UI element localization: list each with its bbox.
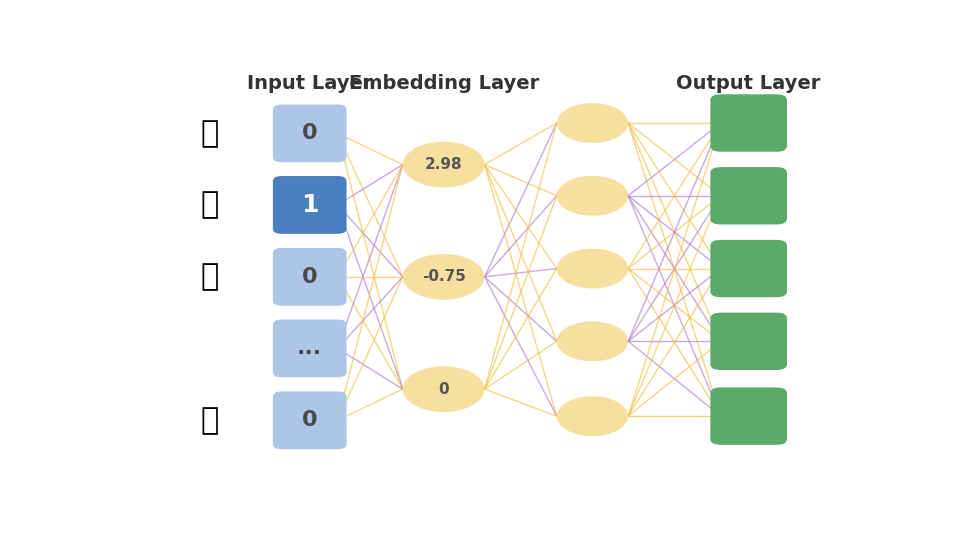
- Circle shape: [557, 248, 628, 288]
- Text: Input Layer: Input Layer: [247, 74, 372, 93]
- FancyBboxPatch shape: [273, 105, 347, 163]
- FancyBboxPatch shape: [710, 167, 787, 225]
- Text: -0.75: -0.75: [421, 269, 466, 285]
- FancyBboxPatch shape: [273, 176, 347, 234]
- Circle shape: [403, 366, 485, 412]
- Circle shape: [557, 321, 628, 361]
- Text: 0: 0: [301, 124, 318, 144]
- Circle shape: [403, 141, 485, 187]
- FancyBboxPatch shape: [710, 388, 787, 445]
- Text: 🍅: 🍅: [200, 119, 219, 148]
- FancyBboxPatch shape: [710, 313, 787, 370]
- FancyBboxPatch shape: [710, 240, 787, 297]
- Text: Output Layer: Output Layer: [677, 74, 821, 93]
- Text: Embedding Layer: Embedding Layer: [348, 74, 539, 93]
- Text: 🥗: 🥗: [200, 262, 219, 292]
- FancyBboxPatch shape: [273, 392, 347, 449]
- FancyBboxPatch shape: [710, 94, 787, 152]
- Text: 0: 0: [439, 382, 449, 396]
- Circle shape: [403, 254, 485, 300]
- Circle shape: [557, 103, 628, 143]
- Text: 1: 1: [301, 193, 319, 217]
- FancyBboxPatch shape: [273, 248, 347, 306]
- Text: 2.98: 2.98: [425, 157, 463, 172]
- FancyBboxPatch shape: [273, 320, 347, 377]
- Circle shape: [557, 176, 628, 216]
- Text: 🌭: 🌭: [200, 191, 219, 219]
- Text: 0: 0: [301, 410, 318, 430]
- Text: ...: ...: [298, 339, 323, 359]
- Text: 🌯: 🌯: [200, 406, 219, 435]
- Text: 0: 0: [301, 267, 318, 287]
- Circle shape: [557, 396, 628, 436]
